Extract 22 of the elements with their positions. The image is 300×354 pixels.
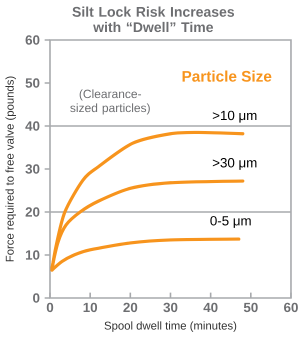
y-axis-title: Force required to free valve (pounds) — [5, 76, 16, 262]
chart-title: Silt Lock Risk Increases with “Dwell” Time — [72, 6, 234, 32]
y-tick-label: 20 — [26, 207, 40, 217]
x-axis-title: Spool dwell time (minutes) — [104, 321, 236, 332]
x-tick-label: 50 — [244, 302, 258, 312]
x-tick-label: 30 — [163, 302, 178, 312]
y-tick-label: 0 — [33, 293, 40, 303]
series-label: >10 μm — [212, 110, 256, 123]
x-tick-label: 60 — [284, 302, 298, 312]
annotation: Particle Size — [182, 70, 272, 82]
x-tick-label: 40 — [203, 302, 218, 312]
x-tick-label: 10 — [84, 302, 98, 312]
y-tick-label: 50 — [26, 78, 40, 88]
x-tick-label: 20 — [123, 302, 138, 312]
y-tick-label: 30 — [25, 164, 40, 174]
y-tick-label: 10 — [26, 250, 40, 260]
x-tick-label: 0 — [46, 302, 54, 312]
series-label: 0-5 μm — [210, 216, 251, 228]
y-tick-label: 40 — [25, 121, 40, 131]
annotation: (Clearance-sized particles) — [70, 89, 150, 115]
y-tick-label: 60 — [26, 35, 40, 45]
series-label: >30 μm — [212, 158, 256, 170]
